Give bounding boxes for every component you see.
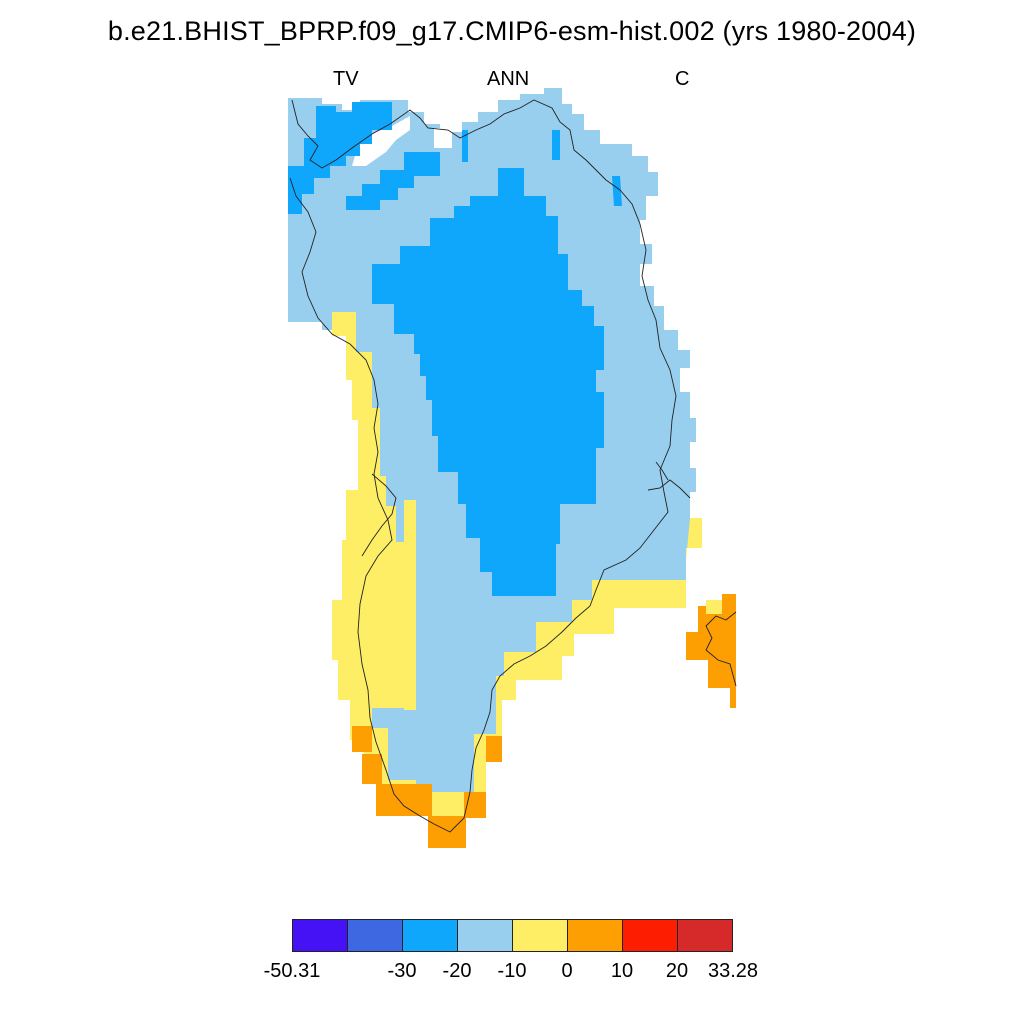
map-region-east-island-edge [706,600,722,614]
coastline-inner-west [361,473,397,557]
colorbar-label: -30 [387,960,417,982]
map-region-northwest-patch [288,102,392,214]
colorbar-label: -10 [497,960,527,982]
map-gap-northwest [352,116,410,166]
colorbar-box [568,920,623,951]
map-region-west-coast [332,312,416,784]
variable-label: TV [333,68,359,90]
colorbar-box [348,920,403,951]
colorbar-box [513,920,568,951]
colorbar [292,919,733,952]
colorbar-box [293,920,348,951]
colorbar-label: -20 [442,960,472,982]
colorbar-label: 20 [665,960,689,982]
coastline-east-fjord [647,461,691,499]
map-region-east-island [686,594,736,708]
coastline-east-island [705,611,737,687]
colorbar-box [403,920,458,951]
colorbar-label: -50.31 [263,960,321,982]
map-region-ice-core [372,168,604,596]
plot-title: b.e21.BHIST_BPRP.f09_g17.CMIP6-esm-hist.… [107,16,917,46]
map-region-north-strip-a [462,130,468,162]
units-label: C [675,68,690,90]
map-gap-north [434,128,452,148]
map-region-north-patch [346,152,440,210]
colorbar-box [458,920,513,951]
colorbar-box [678,920,732,951]
map-region-north-strip-b [552,130,560,160]
colorbar-box [623,920,678,951]
colorbar-labels: -50.31 -30 -20 -10 0 10 20 33.28 [0,960,1024,990]
coastline [289,99,677,833]
season-label: ANN [487,68,530,90]
colorbar-label: 0 [561,960,573,982]
colorbar-label: 10 [610,960,634,982]
map-region-southeast-coast [388,518,702,816]
map-region-northeast-strip [612,176,622,206]
colorbar-label: 33.28 [707,960,759,982]
